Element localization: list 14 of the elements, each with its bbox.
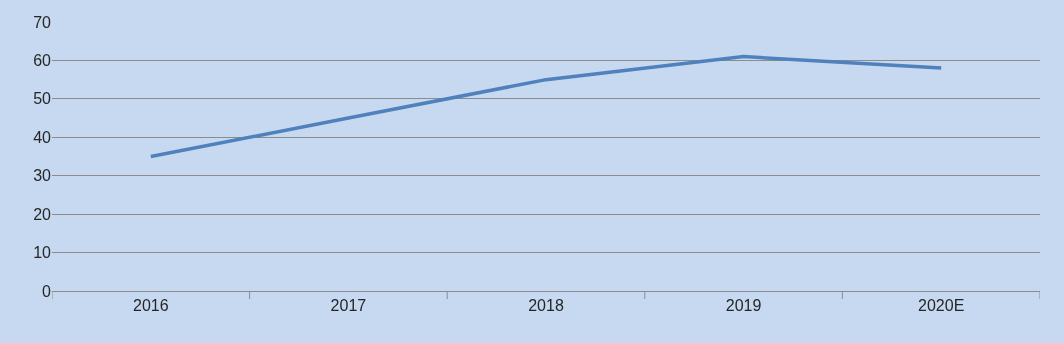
y-tick-label: 10 [33, 244, 52, 262]
x-tick-label: 2020E [918, 297, 965, 315]
y-tick-label: 50 [33, 90, 52, 108]
y-tick-label: 0 [42, 282, 52, 300]
y-tick-label: 30 [33, 167, 52, 185]
x-tick-label: 2016 [133, 297, 169, 315]
y-tick-label: 60 [33, 52, 52, 70]
y-tick-label: 40 [33, 128, 52, 146]
x-tick-label: 2017 [330, 297, 367, 315]
y-tick-label: 20 [33, 205, 52, 223]
x-tick-label: 2019 [725, 297, 762, 315]
y-tick-label: 70 [33, 13, 52, 31]
line-series [149, 54, 943, 159]
x-tick-label: 2018 [528, 297, 564, 315]
